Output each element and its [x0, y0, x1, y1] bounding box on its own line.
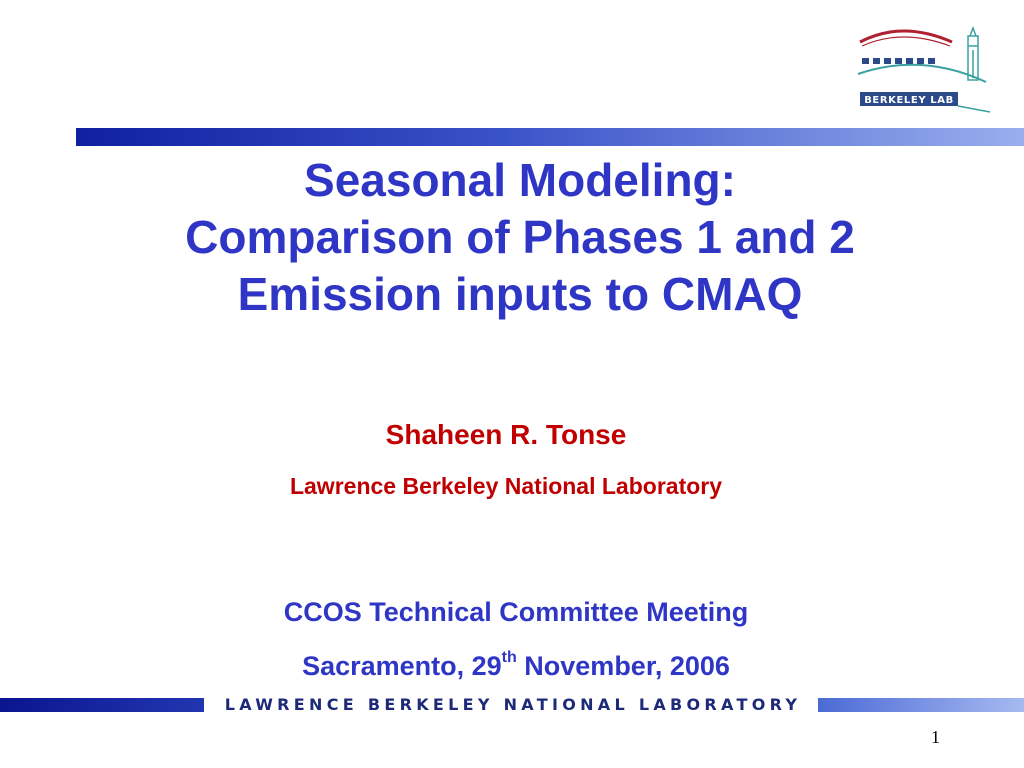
slide-title-line-2: Comparison of Phases 1 and 2: [185, 211, 855, 263]
berkeley-lab-logo: BERKELEY LAB: [857, 25, 991, 113]
author-affiliation: Lawrence Berkeley National Laboratory: [289, 473, 723, 499]
author-name: Shaheen R. Tonse: [385, 419, 627, 450]
slide-title-line-3: Emission inputs to CMAQ: [237, 268, 803, 320]
venue-prefix: Sacramento, 29: [302, 651, 502, 681]
venue-date-suffix: th: [501, 649, 517, 666]
meeting-venue-date: Sacramento, 29th November, 2006: [0, 643, 1024, 684]
header-gradient-bar: [76, 128, 1024, 146]
footer-bar-left: [0, 698, 204, 712]
footer-bar-right: [818, 698, 1024, 712]
meeting-name: CCOS Technical Committee Meeting: [283, 597, 749, 627]
page-number: 1: [931, 727, 940, 747]
venue-suffix: November, 2006: [516, 651, 730, 681]
footer-lab-name: LAWRENCE BERKELEY NATIONAL LABORATORY: [224, 695, 802, 714]
svg-text:BERKELEY LAB: BERKELEY LAB: [864, 95, 954, 106]
slide-title-line-1: Seasonal Modeling:: [304, 154, 736, 206]
slide-title: Seasonal Modeling: Comparison of Phases …: [60, 152, 980, 323]
